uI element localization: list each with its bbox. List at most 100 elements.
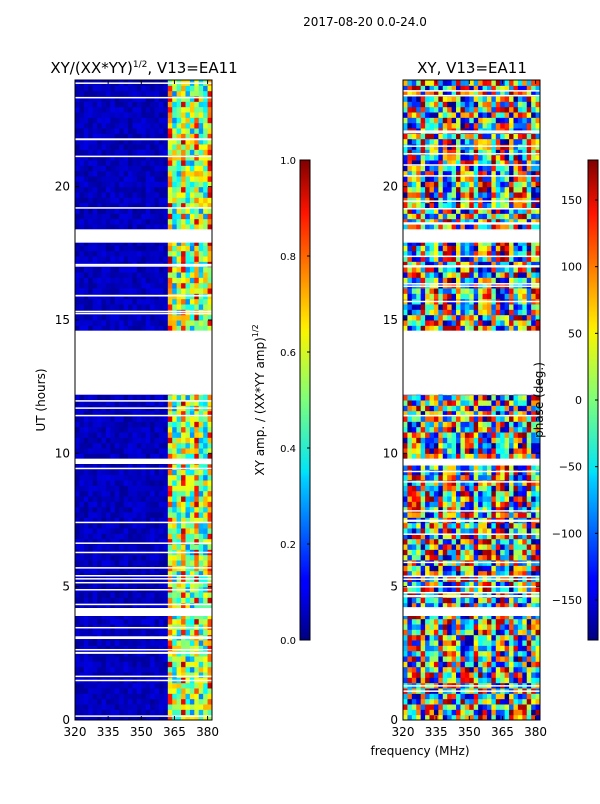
- amplitude-heatmap-cell: [146, 437, 151, 443]
- amplitude-heatmap-cell: [132, 448, 137, 454]
- amplitude-heatmap-cell: [141, 704, 146, 710]
- amplitude-heatmap-cell: [106, 629, 111, 635]
- amplitude-heatmap-cell: [194, 171, 199, 177]
- phase-heatmap-cell: [491, 555, 496, 561]
- amplitude-heatmap-cell: [141, 107, 146, 113]
- phase-heatmap-cell: [531, 555, 536, 561]
- amplitude-heatmap-cell: [124, 213, 129, 219]
- amplitude-heatmap-cell: [194, 603, 199, 609]
- amplitude-heatmap-cell: [110, 181, 115, 187]
- phase-heatmap-cell: [412, 555, 417, 561]
- amplitude-title-prefix: XY/(XX*YY): [50, 59, 133, 77]
- phase-heatmap-cell: [500, 693, 505, 699]
- amplitude-heatmap-cell: [177, 304, 182, 310]
- amplitude-y-tick-label: 5: [62, 580, 70, 594]
- phase-heatmap-cell: [500, 709, 505, 715]
- amplitude-heatmap-cell: [159, 283, 164, 289]
- amplitude-heatmap-cell: [110, 144, 115, 150]
- phase-heatmap-cell: [443, 619, 448, 625]
- amplitude-heatmap-cell: [79, 91, 84, 97]
- phase-heatmap-cell: [425, 597, 430, 603]
- phase-heatmap-cell: [522, 651, 527, 657]
- amplitude-heatmap-cell: [194, 667, 199, 673]
- amplitude-heatmap-cell: [97, 688, 102, 694]
- amplitude-heatmap-cell: [124, 667, 129, 673]
- amplitude-heatmap-cell: [146, 693, 151, 699]
- phase-heatmap-cell: [443, 624, 448, 630]
- amplitude-heatmap-cell: [155, 491, 160, 497]
- phase-heatmap-cell: [474, 661, 479, 667]
- amplitude-heatmap-cell: [102, 603, 107, 609]
- amplitude-heatmap-cell: [106, 544, 111, 550]
- amplitude-heatmap-cell: [88, 421, 93, 427]
- amplitude-heatmap-cell: [190, 91, 195, 97]
- amplitude-heatmap-cell: [88, 480, 93, 486]
- amplitude-heatmap-cell: [128, 315, 133, 321]
- phase-heatmap-cell: [487, 693, 492, 699]
- amplitude-heatmap-cell: [115, 85, 120, 91]
- amplitude-heatmap-cell: [203, 560, 208, 566]
- phase-heatmap-cell: [434, 555, 439, 561]
- amplitude-heatmap-cell: [97, 683, 102, 689]
- phase-heatmap-cell: [447, 565, 452, 571]
- amplitude-heatmap-cell: [79, 171, 84, 177]
- phase-heatmap-cell: [447, 624, 452, 630]
- phase-heatmap-cell: [456, 661, 461, 667]
- phase-heatmap-cell: [430, 645, 435, 651]
- amplitude-heatmap-cell: [194, 192, 199, 198]
- phase-heatmap-cell: [403, 555, 408, 561]
- amplitude-heatmap-cell: [199, 485, 204, 491]
- phase-heatmap-cell: [460, 656, 465, 662]
- amplitude-heatmap-cell: [181, 96, 186, 102]
- amplitude-heatmap-cell: [177, 667, 182, 673]
- phase-heatmap-cell: [496, 640, 501, 646]
- amplitude-heatmap-cell: [75, 133, 80, 139]
- amplitude-heatmap-cell: [150, 683, 155, 689]
- amplitude-heatmap-cell: [124, 123, 129, 129]
- amplitude-heatmap-cell: [106, 123, 111, 129]
- amplitude-heatmap-cell: [185, 112, 190, 118]
- amplitude-heatmap-cell: [203, 432, 208, 438]
- amplitude-heatmap-cell: [194, 149, 199, 155]
- phase-heatmap-cell: [487, 587, 492, 593]
- amplitude-heatmap-cell: [190, 155, 195, 161]
- amplitude-heatmap-cell: [185, 299, 190, 305]
- amplitude-heatmap-cell: [75, 507, 80, 513]
- amplitude-heatmap-cell: [132, 453, 137, 459]
- amplitude-heatmap-cell: [190, 469, 195, 475]
- amplitude-heatmap-cell: [110, 416, 115, 422]
- amplitude-heatmap-cell: [106, 501, 111, 507]
- amplitude-heatmap-cell: [163, 256, 168, 262]
- amplitude-heatmap-cell: [194, 176, 199, 182]
- amplitude-heatmap-cell: [88, 91, 93, 97]
- amplitude-heatmap-cell: [146, 544, 151, 550]
- amplitude-heatmap-cell: [137, 91, 142, 97]
- phase-heatmap-cell: [416, 544, 421, 550]
- phase-heatmap-cell: [496, 656, 501, 662]
- phase-heatmap-cell: [403, 656, 408, 662]
- phase-heatmap-cell: [527, 528, 532, 534]
- amplitude-heatmap-cell: [75, 709, 80, 715]
- amplitude-heatmap-cell: [159, 213, 164, 219]
- amplitude-heatmap-cell: [110, 427, 115, 433]
- amplitude-heatmap-cell: [106, 288, 111, 294]
- phase-heatmap-cell: [430, 693, 435, 699]
- amplitude-heatmap-cell: [159, 208, 164, 214]
- amplitude-heatmap-cell: [172, 480, 177, 486]
- phase-heatmap-cell: [531, 635, 536, 641]
- amplitude-heatmap-cell: [168, 528, 173, 534]
- phase-heatmap-cell: [443, 549, 448, 555]
- amplitude-heatmap-cell: [110, 224, 115, 230]
- amplitude-heatmap-cell: [159, 667, 164, 673]
- amplitude-heatmap-cell: [124, 325, 129, 331]
- phase-heatmap-cell: [527, 629, 532, 635]
- amplitude-heatmap-cell: [132, 427, 137, 433]
- phase-heatmap-cell: [434, 672, 439, 678]
- amplitude-heatmap-cell: [97, 155, 102, 161]
- amplitude-panel-title: XY/(XX*YY)1/2, V13=EA11: [50, 59, 237, 77]
- amplitude-heatmap-cell: [190, 629, 195, 635]
- amplitude-heatmap-cell: [97, 544, 102, 550]
- amplitude-heatmap-cell: [168, 491, 173, 497]
- phase-heatmap-cell: [425, 640, 430, 646]
- amplitude-heatmap-cell: [168, 704, 173, 710]
